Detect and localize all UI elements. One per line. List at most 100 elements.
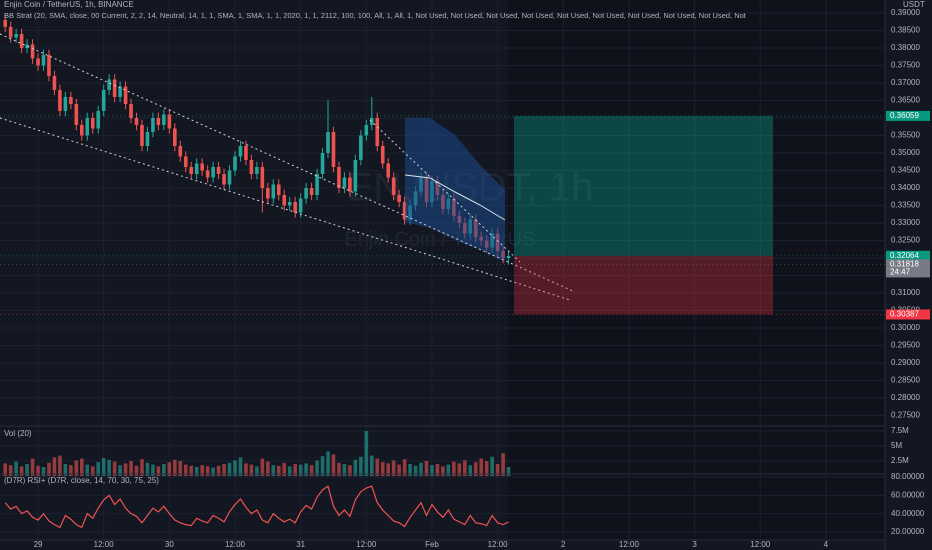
volume-bar xyxy=(304,463,308,476)
candle-body xyxy=(194,163,199,174)
volume-bar xyxy=(348,465,352,476)
volume-bar xyxy=(369,455,374,476)
rsi-title: (D7R) RSI+ (D7R, close, 14, 70, 30, 75, … xyxy=(4,476,159,485)
volume-bar xyxy=(30,458,35,476)
profit-zone xyxy=(514,115,773,256)
x-tick-label: 12:00 xyxy=(225,540,246,549)
volume-bar xyxy=(112,461,117,476)
trendline-upper xyxy=(0,33,576,293)
candle-body xyxy=(63,96,68,111)
candle-body xyxy=(14,33,18,38)
volume-bar xyxy=(260,458,265,476)
candle-body xyxy=(167,114,172,129)
y-tick-label: 0.37000 xyxy=(891,78,920,87)
volume-bar xyxy=(63,464,68,476)
candle-body xyxy=(342,177,347,188)
volume-bar xyxy=(79,458,84,476)
candle-body xyxy=(304,187,308,199)
volume-bar xyxy=(495,464,500,476)
volume-bar xyxy=(156,466,161,476)
candle-body xyxy=(156,117,161,125)
candle-body xyxy=(30,44,35,59)
candle-body xyxy=(200,163,204,171)
candle-body xyxy=(162,114,166,125)
countdown: 24:47 xyxy=(890,267,911,276)
y-tick-label: 0.37500 xyxy=(891,61,920,70)
y-tick-label: 0.31000 xyxy=(891,288,920,297)
candle-body xyxy=(375,117,380,146)
volume-bar xyxy=(227,462,232,476)
candle-body xyxy=(145,131,150,146)
volume-bar xyxy=(96,462,101,476)
volume-bar xyxy=(14,461,18,476)
candle-body xyxy=(293,201,297,213)
y-tick-label: 0.33500 xyxy=(891,201,920,210)
volume-bar xyxy=(19,466,24,476)
volume-bar xyxy=(200,465,204,476)
candle-body xyxy=(211,166,215,178)
y-tick-label: 0.29500 xyxy=(891,341,920,350)
volume-bar xyxy=(287,466,292,476)
candle-body xyxy=(391,177,396,195)
candle-body xyxy=(276,184,281,195)
candle-body xyxy=(348,177,352,192)
y-tick-label: 0.39000 xyxy=(891,8,920,17)
candle-body xyxy=(249,159,254,174)
candle-body xyxy=(282,194,287,206)
candle-body xyxy=(255,166,259,174)
volume-bar xyxy=(173,459,177,476)
volume-bar xyxy=(506,467,511,476)
candle-body xyxy=(47,54,51,76)
candle-body xyxy=(266,187,270,199)
volume-bar xyxy=(479,458,484,476)
candle-body xyxy=(52,75,57,90)
candle-body xyxy=(364,124,369,136)
candle-body xyxy=(69,96,73,104)
volume-bar xyxy=(249,464,254,476)
x-tick-label: 4 xyxy=(824,540,829,549)
candle-body xyxy=(320,152,325,174)
y-tick-label: 0.28000 xyxy=(891,393,920,402)
y-tick-label: 5M xyxy=(891,441,902,450)
candle-body xyxy=(331,131,336,167)
volume-bar xyxy=(36,465,40,476)
y-tick-label: 0.35000 xyxy=(891,148,920,157)
candle-body xyxy=(3,19,7,27)
candle-body xyxy=(74,103,79,125)
volume-bar xyxy=(331,454,336,476)
volume-bar xyxy=(244,463,248,476)
volume-bar xyxy=(238,457,243,476)
candle-body xyxy=(140,124,144,146)
volume-bar xyxy=(58,455,62,476)
candle-body xyxy=(189,166,194,174)
volume-bar xyxy=(266,461,270,476)
volume-bar xyxy=(315,460,319,476)
y-tick-label: 60.00000 xyxy=(891,490,925,499)
volume-bar xyxy=(74,460,79,476)
candle-body xyxy=(25,44,29,48)
y-tick-label: 2.5M xyxy=(891,456,909,465)
volume-bar xyxy=(47,462,51,476)
candle-body xyxy=(118,86,122,97)
volume-bar xyxy=(134,465,139,476)
price-tag xyxy=(886,110,930,121)
y-tick-label: 0.35500 xyxy=(891,131,920,140)
candle-body xyxy=(134,117,139,125)
band-area xyxy=(405,118,505,262)
volume-bar xyxy=(271,465,276,476)
candle-body xyxy=(402,201,407,220)
candle-body xyxy=(369,117,374,125)
volume-bar xyxy=(462,460,467,476)
volume-bar xyxy=(145,462,150,476)
volume-bar xyxy=(178,461,183,476)
price-tag xyxy=(886,309,930,320)
candle-body xyxy=(79,124,84,136)
candle-body xyxy=(85,117,90,136)
volume-bar xyxy=(123,463,128,476)
volume-bar xyxy=(183,464,188,476)
volume-bar xyxy=(101,458,106,476)
x-tick-label: 30 xyxy=(165,540,174,549)
volume-bar xyxy=(441,466,445,476)
candle-body xyxy=(41,54,46,66)
